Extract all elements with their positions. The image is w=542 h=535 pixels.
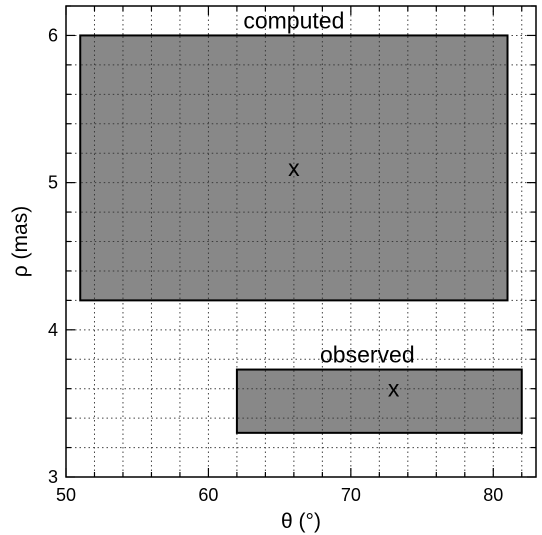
x-tick-label: 80 (483, 485, 503, 505)
region-label-computed: computed (243, 7, 344, 33)
region-grid-observed (237, 370, 521, 432)
y-axis-title: ρ (mas) (9, 206, 32, 277)
center-marker-computed: x (288, 155, 300, 181)
y-tick-label: 6 (48, 25, 58, 45)
minor-grid-overlay (81, 36, 521, 432)
tick-labels: 50 60 70 80 3 4 5 6 (48, 25, 503, 505)
center-marker-observed: x (388, 376, 400, 402)
region-label-observed: observed (320, 342, 415, 368)
x-tick-label: 70 (341, 485, 361, 505)
region-observed (235, 368, 523, 434)
x-tick-label: 60 (198, 485, 218, 505)
y-tick-label: 4 (48, 320, 58, 340)
y-tick-label: 3 (48, 467, 58, 487)
region-layer (79, 34, 523, 434)
plot-frame (65, 5, 537, 478)
annotations: computed x observed x (243, 7, 414, 401)
x-axis-title: θ (°) (281, 510, 321, 533)
y-tick-label: 5 (48, 173, 58, 193)
x-tick-label: 50 (56, 485, 76, 505)
region-grid-computed (81, 36, 507, 300)
